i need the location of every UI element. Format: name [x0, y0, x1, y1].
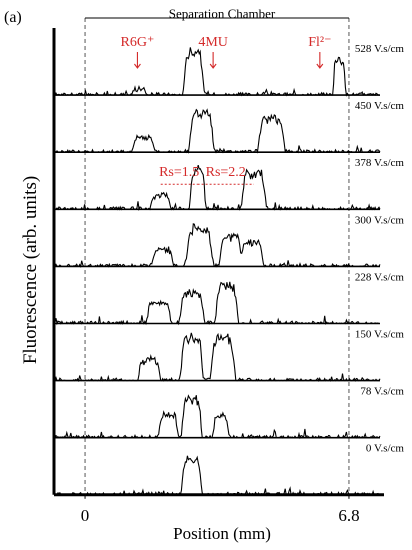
trace-label: 300 V.s/cm: [355, 214, 405, 226]
panel-label: (a): [4, 9, 22, 26]
x-tick-label: 6.8: [338, 506, 359, 525]
x-tick-label: 0: [81, 506, 90, 525]
trace-line: [53, 108, 381, 154]
trace-label: 78 V.s/cm: [360, 386, 404, 398]
peak-arrow: [134, 52, 141, 69]
x-axis-label: Position (mm): [173, 524, 271, 543]
peak-label: 4MU: [198, 35, 228, 50]
resolution-label: Rs=2.2: [206, 165, 246, 180]
trace-line: [54, 332, 381, 383]
trace-line: [53, 455, 380, 497]
resolution-label: Rs=1.5: [159, 165, 199, 180]
header-label: Separation Chamber: [169, 6, 276, 21]
trace-label: 0 V.s/cm: [366, 443, 405, 455]
peak-label: R6G⁺: [121, 35, 155, 50]
trace-line: [54, 164, 381, 212]
trace-label: 528 V.s/cm: [355, 43, 405, 55]
trace-label: 150 V.s/cm: [355, 329, 405, 341]
trace-label: 228 V.s/cm: [355, 271, 405, 283]
trace-line: [53, 223, 381, 269]
peak-arrow: [209, 52, 217, 69]
trace-line: [54, 394, 381, 440]
trace-line: [53, 281, 380, 326]
trace-label: 450 V.s/cm: [355, 100, 405, 112]
trace-label: 378 V.s/cm: [355, 157, 405, 169]
peak-label: Fl²⁻: [308, 35, 331, 50]
trace-line: [53, 47, 380, 97]
plot-area: 0 6.8 528 V.s/cm 450 V.s/cm 378 V.s/cm 300 V.…: [52, 17, 405, 525]
peak-arrow: [316, 52, 324, 69]
y-axis-label: Fluorescence (arb. units): [20, 176, 41, 364]
